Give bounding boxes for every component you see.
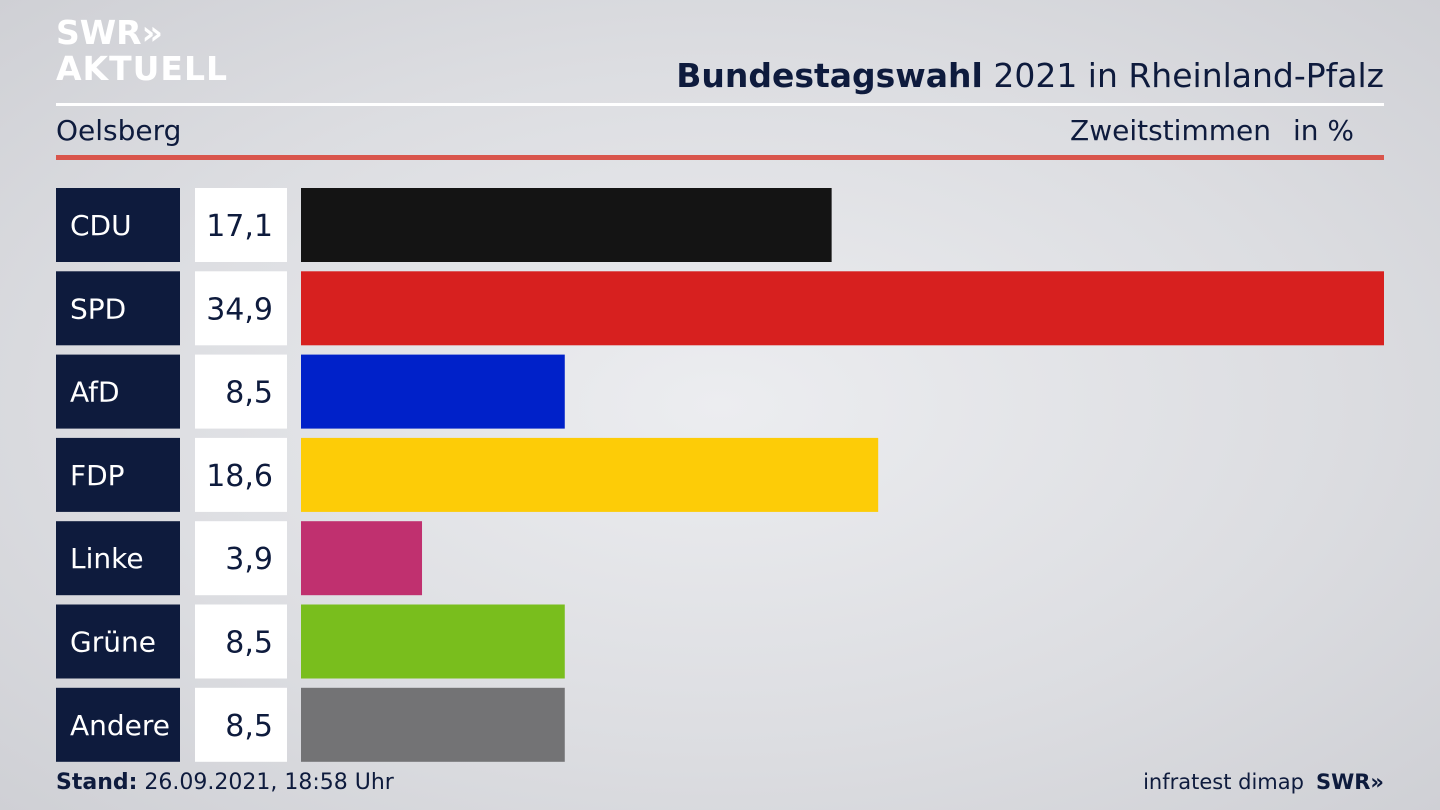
value-label-andere: 8,5 (225, 709, 273, 744)
party-label-box-fdp (56, 437, 180, 512)
party-label-andere: Andere (70, 709, 170, 742)
party-label-box-andere (56, 687, 180, 762)
location-label: Oelsberg (56, 114, 182, 147)
stand-label: Stand: (56, 770, 138, 795)
value-box-cdu (195, 188, 287, 262)
party-label-gr-ne: Grüne (70, 626, 156, 659)
bar-afd (301, 354, 565, 429)
logo-line-1: SWR» (56, 13, 163, 52)
bar-cdu (301, 188, 832, 262)
title-rest: 2021 in Rheinland-Pfalz (982, 56, 1384, 95)
value-box-linke (195, 521, 287, 596)
bar-spd (301, 271, 1384, 346)
stand-value: 26.09.2021, 18:58 Uhr (137, 770, 394, 795)
value-label-gr-ne: 8,5 (225, 626, 273, 661)
value-box-fdp (195, 437, 287, 512)
party-label-box-gr-ne (56, 604, 180, 679)
value-label-afd: 8,5 (225, 376, 273, 411)
value-label-spd: 34,9 (206, 292, 273, 327)
value-box-andere (195, 687, 287, 762)
party-label-box-afd (56, 354, 180, 429)
vote-type-label: Zweitstimmen in % (1070, 114, 1354, 147)
header-divider (56, 103, 1384, 106)
source-label: infratest dimap (1143, 770, 1304, 794)
party-label-cdu: CDU (70, 209, 132, 242)
party-label-spd: SPD (70, 292, 126, 325)
logo-line-2: AKTUELL (56, 49, 229, 88)
value-box-spd (195, 271, 287, 346)
value-label-fdp: 18,6 (206, 459, 273, 494)
party-label-box-cdu (56, 188, 180, 262)
party-label-linke: Linke (70, 542, 144, 575)
bar-fdp (301, 437, 879, 512)
footer-swr-logo: SWR» (1315, 770, 1384, 794)
party-label-box-spd (56, 271, 180, 346)
value-box-afd (195, 354, 287, 429)
value-label-cdu: 17,1 (206, 209, 273, 244)
party-label-box-linke (56, 521, 180, 596)
bar-linke (301, 521, 423, 596)
bar-andere (301, 687, 565, 762)
unit-label: in % (1292, 114, 1354, 147)
swr-aktuell-logo: SWR» AKTUELL (56, 16, 228, 85)
value-label-linke: 3,9 (225, 542, 273, 577)
title-bold: Bundestagswahl (676, 56, 983, 95)
accent-divider (56, 155, 1384, 160)
source-credit: infratest dimap SWR» (1143, 770, 1384, 794)
party-label-fdp: FDP (70, 459, 125, 492)
vote-type: Zweitstimmen (1070, 114, 1271, 147)
bar-gr-ne (301, 604, 565, 679)
timestamp: Stand: 26.09.2021, 18:58 Uhr (56, 770, 394, 795)
value-box-gr-ne (195, 604, 287, 679)
party-label-afd: AfD (70, 376, 120, 409)
chart-title: Bundestagswahl 2021 in Rheinland-Pfalz (676, 56, 1384, 95)
